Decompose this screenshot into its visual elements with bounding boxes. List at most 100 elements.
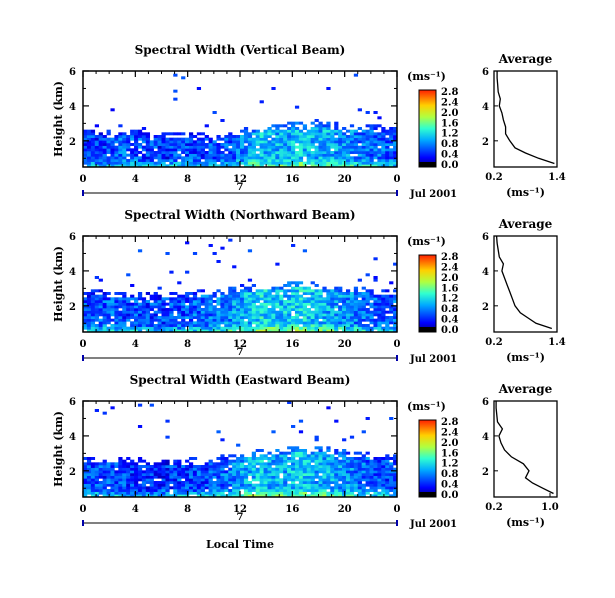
heatmap-cell	[102, 494, 107, 498]
heatmap-cell	[98, 491, 103, 495]
heatmap-cell	[381, 145, 386, 149]
heatmap-cell	[385, 475, 390, 479]
heatmap-cell	[102, 159, 107, 162]
heatmap-cell	[330, 486, 335, 490]
heatmap-cell	[393, 137, 398, 141]
heatmap-cell	[83, 326, 88, 330]
heatmap-cell	[381, 140, 386, 144]
heatmap-cell	[381, 294, 386, 298]
heatmap-cell	[114, 462, 119, 466]
heatmap-cell	[385, 143, 390, 146]
heatmap-cell	[361, 318, 366, 322]
heatmap-cell	[247, 156, 253, 160]
heatmap-cell	[298, 486, 304, 490]
heatmap-cell	[130, 473, 135, 476]
heatmap-cell	[385, 465, 390, 468]
heatmap-cell	[298, 148, 304, 152]
heatmap-cell	[161, 156, 166, 160]
heatmap-cell	[165, 316, 170, 319]
heatmap-cell	[255, 148, 260, 152]
heatmap-cell	[196, 486, 202, 490]
heatmap-cell	[134, 489, 139, 492]
heatmap-cell	[153, 462, 158, 466]
heatmap-cell	[200, 475, 205, 479]
heatmap-cell	[291, 425, 296, 428]
heatmap-cell	[338, 459, 343, 463]
heatmap-cell	[369, 321, 374, 325]
heatmap-cell	[137, 308, 143, 311]
heatmap-cell	[322, 457, 327, 460]
heatmap-cell	[110, 465, 115, 468]
heatmap-cell	[208, 308, 213, 311]
heatmap-cell	[318, 294, 323, 298]
heatmap-cell	[216, 473, 221, 476]
heatmap-cell	[137, 459, 143, 463]
heatmap-cell	[83, 313, 88, 317]
heatmap-cell	[177, 467, 182, 471]
heatmap-cell	[357, 483, 362, 487]
heatmap-cell	[220, 316, 225, 319]
heatmap-cell	[118, 143, 123, 146]
heatmap-cell	[134, 483, 139, 487]
heatmap-cell	[326, 292, 331, 295]
heatmap-cell	[141, 148, 147, 152]
heatmap-cell	[181, 143, 186, 146]
heatmap-cell	[83, 159, 88, 162]
heatmap-cell	[98, 297, 103, 301]
heatmap-cell	[173, 164, 178, 168]
heatmap-cell	[345, 478, 351, 482]
heatmap-cell	[192, 140, 198, 144]
heatmap-cell	[314, 467, 319, 471]
heatmap-cell	[291, 326, 296, 330]
heatmap-cell	[122, 153, 127, 157]
heatmap-cell	[389, 329, 394, 333]
heatmap-cell	[145, 318, 151, 322]
heatmap-cell	[240, 462, 245, 466]
heatmap-cell	[345, 462, 351, 466]
heatmap-cell	[106, 483, 111, 487]
heatmap-cell	[318, 132, 323, 136]
heatmap-cell	[240, 297, 245, 301]
heatmap-cell	[393, 326, 398, 330]
heatmap-cell	[102, 467, 107, 471]
heatmap-cell	[240, 459, 245, 463]
heatmap-cell	[275, 127, 280, 130]
heatmap-cell	[196, 140, 202, 144]
heatmap-cell	[338, 129, 343, 133]
heatmap-cell	[279, 494, 284, 498]
heatmap-cell	[263, 329, 268, 333]
heatmap-cell	[153, 156, 158, 160]
heatmap-cell	[86, 302, 92, 306]
heatmap-cell	[349, 161, 355, 165]
heatmap-cell	[161, 318, 166, 322]
heatmap-cell	[342, 465, 347, 468]
heatmap-cell	[275, 478, 280, 482]
heatmap-cell	[330, 489, 335, 492]
heatmap-cell	[216, 326, 221, 330]
heatmap-cell	[137, 483, 143, 487]
heatmap-cell	[291, 483, 296, 487]
x-tick-label: 4	[132, 339, 139, 350]
heatmap-cell	[287, 324, 292, 327]
heatmap-cell	[385, 321, 390, 325]
heatmap-cell	[157, 486, 162, 490]
heatmap-cell	[357, 462, 362, 466]
heatmap-cell	[349, 297, 355, 301]
x-tick-label: 16	[285, 174, 299, 185]
heatmap-cell	[228, 478, 233, 482]
heatmap-cell	[236, 486, 241, 490]
heatmap-cell	[345, 329, 351, 333]
heatmap-cell	[334, 127, 339, 130]
heatmap-cell	[298, 483, 304, 487]
heatmap-cell	[353, 465, 359, 468]
heatmap-cell	[306, 151, 311, 154]
heatmap-cell	[118, 153, 123, 157]
heatmap-cell	[122, 316, 127, 319]
heatmap-cell	[251, 454, 256, 458]
heatmap-cell	[141, 310, 147, 314]
heatmap-cell	[330, 137, 335, 141]
heatmap-cell	[263, 161, 268, 165]
heatmap-cell	[130, 494, 135, 498]
heatmap-cell	[192, 145, 198, 149]
